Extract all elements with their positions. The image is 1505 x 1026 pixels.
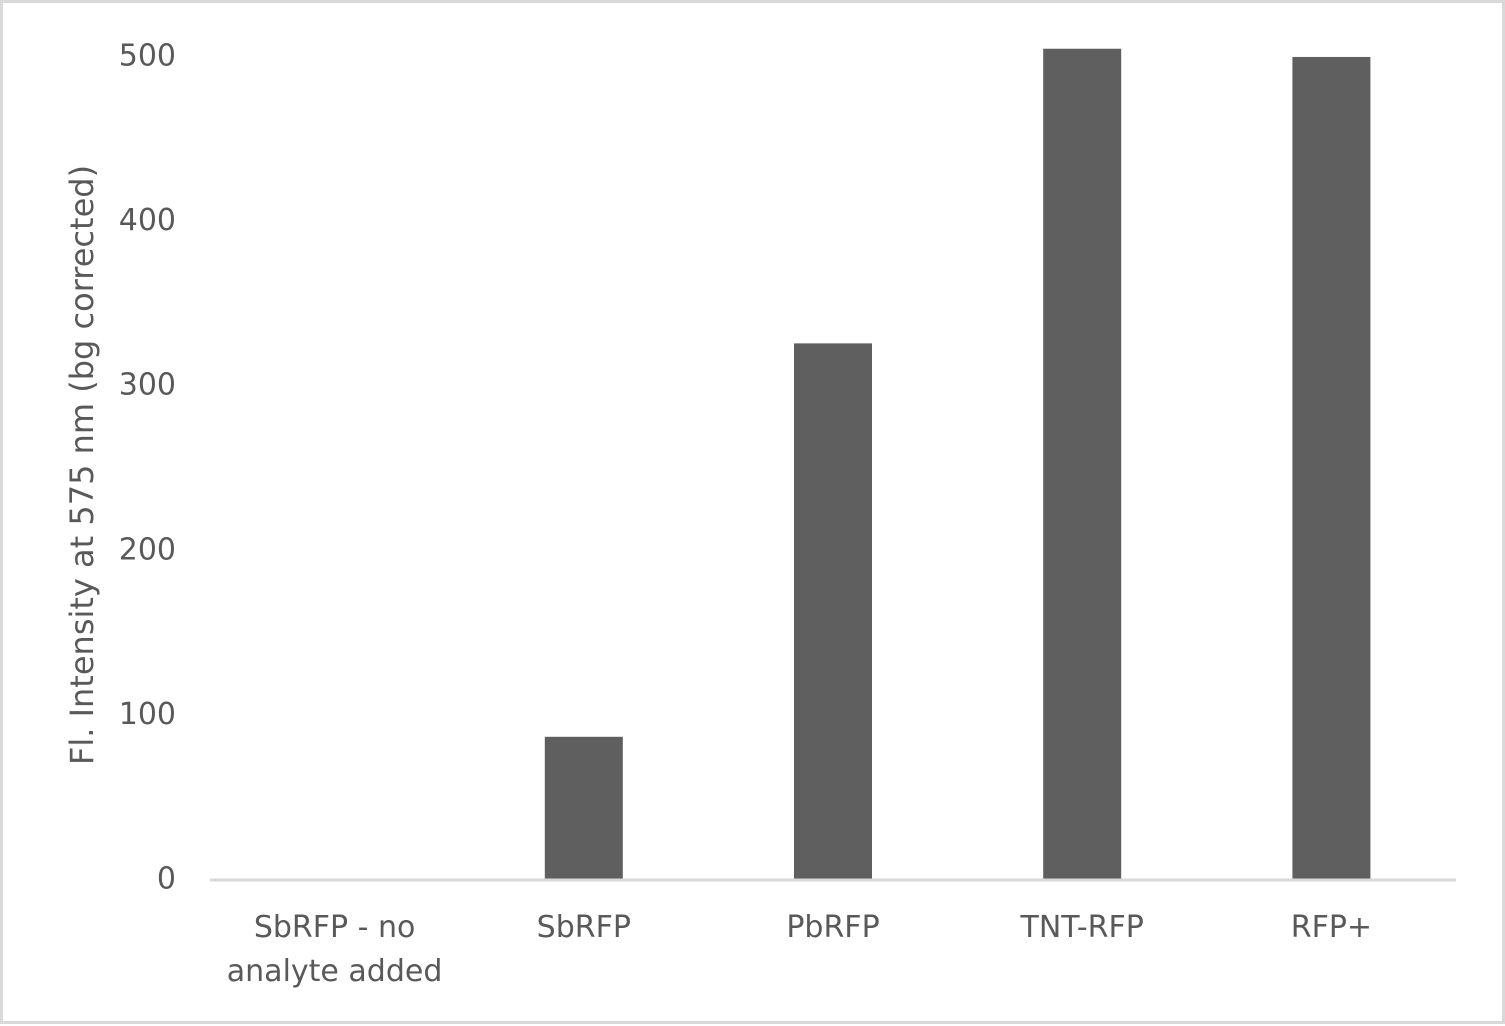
- x-tick-label-box: SbRFP: [536, 910, 631, 945]
- x-tick-label-box: PbRFP: [786, 910, 880, 945]
- y-tick-label: 300: [119, 368, 176, 403]
- y-axis-title: Fl. Intensity at 575 nm (bg corrected): [63, 165, 101, 765]
- bar: [544, 736, 623, 880]
- x-tick-label: RFP+: [1290, 910, 1373, 945]
- bar: [1043, 48, 1122, 880]
- y-tick-label: 400: [119, 203, 176, 238]
- y-tick-label: 200: [119, 532, 176, 567]
- bar: [794, 343, 872, 880]
- x-tick-label-box: RFP+: [1290, 910, 1373, 945]
- y-tick-label: 0: [157, 862, 176, 897]
- x-tick-label: SbRFP - no analyte added: [226, 910, 443, 989]
- bar: [1292, 56, 1371, 880]
- x-tick-label: PbRFP: [786, 910, 880, 945]
- x-tick-label: TNT-RFP: [1020, 910, 1144, 945]
- x-tick-label-box: SbRFP - no analyte added: [226, 910, 443, 989]
- x-tick-label: SbRFP: [536, 910, 631, 945]
- x-tick-label-box: TNT-RFP: [1020, 910, 1144, 945]
- y-tick-label: 500: [119, 38, 176, 73]
- y-tick-label: 100: [119, 697, 176, 732]
